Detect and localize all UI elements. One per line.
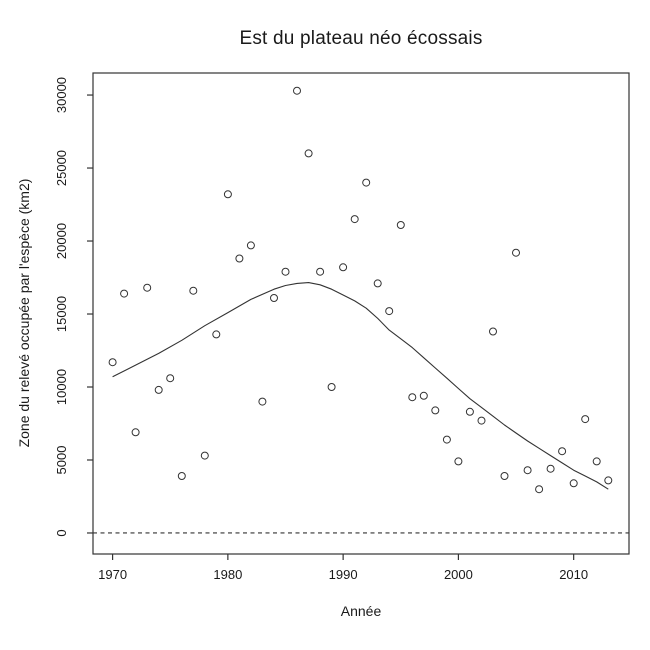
data-point	[569, 479, 578, 488]
data-point	[558, 447, 567, 456]
data-point	[131, 428, 140, 437]
y-tick-label: 10000	[54, 369, 69, 405]
data-point	[327, 383, 336, 391]
data-point	[408, 393, 417, 402]
data-points	[108, 86, 613, 494]
data-point	[465, 407, 474, 416]
data-point	[454, 457, 463, 466]
data-point	[200, 451, 209, 460]
loess-curve	[112, 282, 609, 490]
data-point	[223, 190, 232, 199]
data-point	[235, 254, 244, 263]
x-tick-label: 1990	[329, 567, 358, 582]
data-point	[489, 327, 497, 336]
data-point	[442, 435, 451, 444]
y-tick-label: 20000	[54, 223, 69, 259]
data-point	[154, 385, 163, 394]
data-point	[396, 221, 405, 229]
data-point	[189, 286, 198, 295]
data-point	[362, 178, 371, 187]
data-point	[258, 397, 267, 406]
data-point	[523, 466, 532, 475]
data-point	[419, 391, 428, 400]
data-point	[592, 457, 601, 466]
y-tick-label: 15000	[54, 296, 69, 332]
data-point	[581, 415, 590, 424]
y-tick-label: 30000	[54, 77, 69, 113]
data-point	[350, 215, 359, 224]
data-point	[120, 289, 129, 298]
data-point	[304, 149, 313, 158]
data-point	[177, 472, 186, 480]
data-point	[143, 283, 152, 292]
y-tick-label: 5000	[54, 446, 69, 475]
x-axis-ticks: 1970 1980 1990 2000 2010	[98, 554, 588, 582]
y-tick-label: 0	[54, 529, 69, 536]
data-point	[281, 267, 290, 276]
data-point	[293, 86, 301, 95]
x-tick-label: 1970	[98, 567, 127, 582]
data-point	[385, 307, 394, 316]
chart-title: Est du plateau néo écossais	[239, 28, 482, 49]
data-point	[270, 294, 278, 302]
loess-curve-path	[112, 282, 609, 490]
data-point	[108, 358, 117, 367]
data-point	[166, 374, 175, 383]
data-point	[246, 241, 255, 250]
x-axis-label: Année	[341, 603, 382, 619]
data-point	[339, 263, 348, 272]
data-point	[512, 248, 520, 257]
plot-area-frame	[92, 72, 630, 555]
data-point	[373, 279, 382, 288]
data-point	[535, 485, 544, 494]
y-tick-label: 25000	[54, 150, 69, 186]
x-tick-label: 2000	[444, 567, 473, 582]
data-point	[500, 472, 509, 480]
data-point	[316, 267, 325, 276]
y-axis-label: Zone du relevé occupée par l'espèce (km2…	[16, 179, 32, 448]
data-point	[546, 464, 555, 473]
data-point	[477, 416, 486, 425]
data-point	[431, 406, 440, 415]
y-axis-ticks: 0 5000 10000 15000 20000 25000 30000	[54, 77, 93, 537]
data-point	[604, 476, 613, 485]
data-point	[212, 330, 221, 339]
x-tick-label: 1980	[213, 567, 242, 582]
x-tick-label: 2010	[559, 567, 588, 582]
